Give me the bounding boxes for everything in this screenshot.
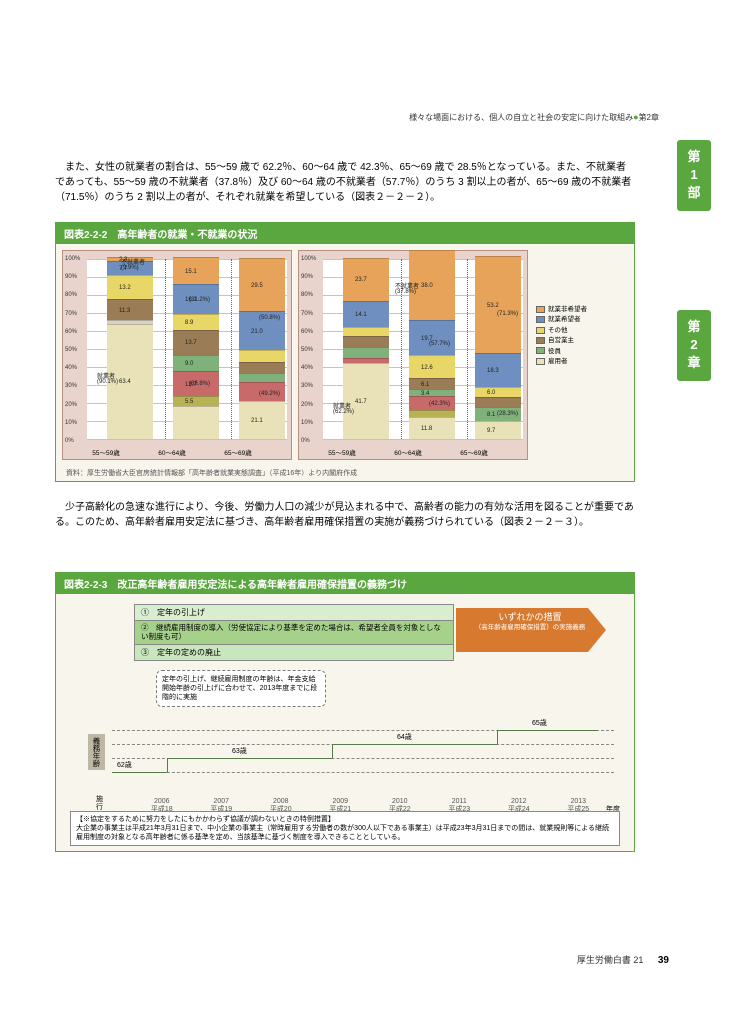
dash-62 [112,772,614,773]
timeline: 62歳 63歳 64歳 65歳 [112,680,614,804]
paragraph-1: また、女性の就業者の割合は、55～59 歳で 62.2％、60～64 歳で 42… [55,160,635,205]
fig222-legend: 就業非希望者就業希望者その他自営業主役員雇用者 [534,250,628,482]
footer-book: 厚生労働白書 21 [577,955,644,965]
age-64: 64歳 [397,732,412,742]
obligation-label: 義務年齢 [88,734,105,770]
paragraph-2: 少子高齢化の急速な進行により、今後、労働力人口の減少が見込まれる中で、高齢者の能… [55,500,635,530]
fig222-left-panel: 2.37.713.211.363.415.116.18.913.79.013.7… [62,250,292,460]
arrow-badge: いずれかの措置 （高年齢者雇用確保措置）の実施義務 [456,608,606,652]
side-tab-part1: 第 1 部 [677,140,711,211]
legend-item: その他 [536,326,626,336]
figure-2-2-2-title: 図表2-2-2 高年齢者の就業・不就業の状況 [56,223,634,244]
legend-item: 役員 [536,347,626,357]
header-text: 様々な場面における、個人の自立と社会の安定に向けた取組み [409,113,633,122]
provision-2: ② 継続雇用制度の導入（労使協定により基準を定めた場合は、希望者全員を対象としな… [134,620,454,645]
running-header: 様々な場面における、個人の自立と社会の安定に向けた取組み●第2章 [50,112,659,123]
arrow-top: いずれかの措置 [460,612,600,624]
figure-2-2-3: 図表2-2-3 改正高年齢者雇用安定法による高年齢者雇用確保措置の義務づけ ① … [55,572,635,852]
note-box: 【※協定をするために努力をしたにもかかわらず協議が調わないときの特例措置】 大企… [70,811,620,846]
age-65: 65歳 [532,718,547,728]
legend-item: 就業希望者 [536,315,626,325]
provision-1: ① 定年の引上げ [134,604,454,621]
year-axis-lbl: 施 行 [96,796,103,812]
arrow-sub: （高年齢者雇用確保措置）の実施義務 [460,624,600,632]
age-62: 62歳 [117,760,132,770]
legend-item: 自営業主 [536,336,626,346]
page-footer: 厚生労働白書 21 39 [577,953,669,966]
fig222-right-panel: 23.714.141.738.019.712.66.13.411.853.218… [298,250,528,460]
header-tail: 第2章 [639,113,659,122]
page-number: 39 [658,955,669,966]
legend-item: 雇用者 [536,357,626,367]
legend-item: 就業非希望者 [536,305,626,315]
figure-2-2-3-title: 図表2-2-3 改正高年齢者雇用安定法による高年齢者雇用確保措置の義務づけ [56,573,634,594]
figure-2-2-2: 図表2-2-2 高年齢者の就業・不就業の状況 2.37.713.211.363.… [55,222,635,482]
age-63: 63歳 [232,746,247,756]
side-tab-chapter2: 第 2 章 [677,310,711,381]
fig222-source: 資料：厚生労働省大臣官房統計情報部「高年齢者就業実態調査」（平成16年）より内閣… [66,468,357,478]
provision-3: ③ 定年の定めの廃止 [134,644,454,661]
